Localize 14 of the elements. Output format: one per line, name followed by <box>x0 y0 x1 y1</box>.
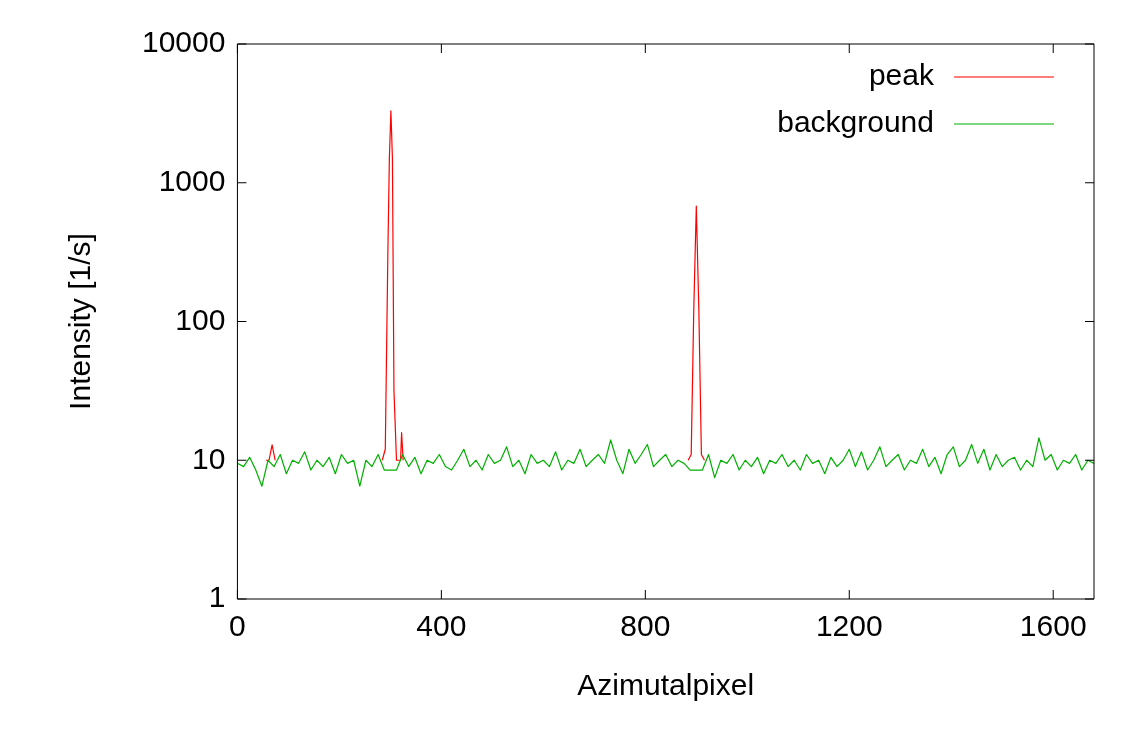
legend-label: background <box>777 105 934 139</box>
x-tick-label: 400 <box>416 609 467 643</box>
legend-label: peak <box>868 58 935 92</box>
x-tick-label: 1600 <box>1019 609 1087 643</box>
y-tick-label: 1 <box>208 580 226 614</box>
y-tick-label: 100 <box>175 302 226 336</box>
x-axis-title: Azimutalpixel <box>577 668 755 702</box>
y-tick-label: 10000 <box>141 25 226 59</box>
y-tick-label: 10 <box>192 441 226 475</box>
x-tick-label: 800 <box>620 609 671 643</box>
y-tick-label: 1000 <box>158 164 226 198</box>
x-tick-label: 1200 <box>815 609 883 643</box>
x-tick-label: 0 <box>229 609 246 643</box>
y-axis-title: Intensity [1/s] <box>63 233 97 410</box>
